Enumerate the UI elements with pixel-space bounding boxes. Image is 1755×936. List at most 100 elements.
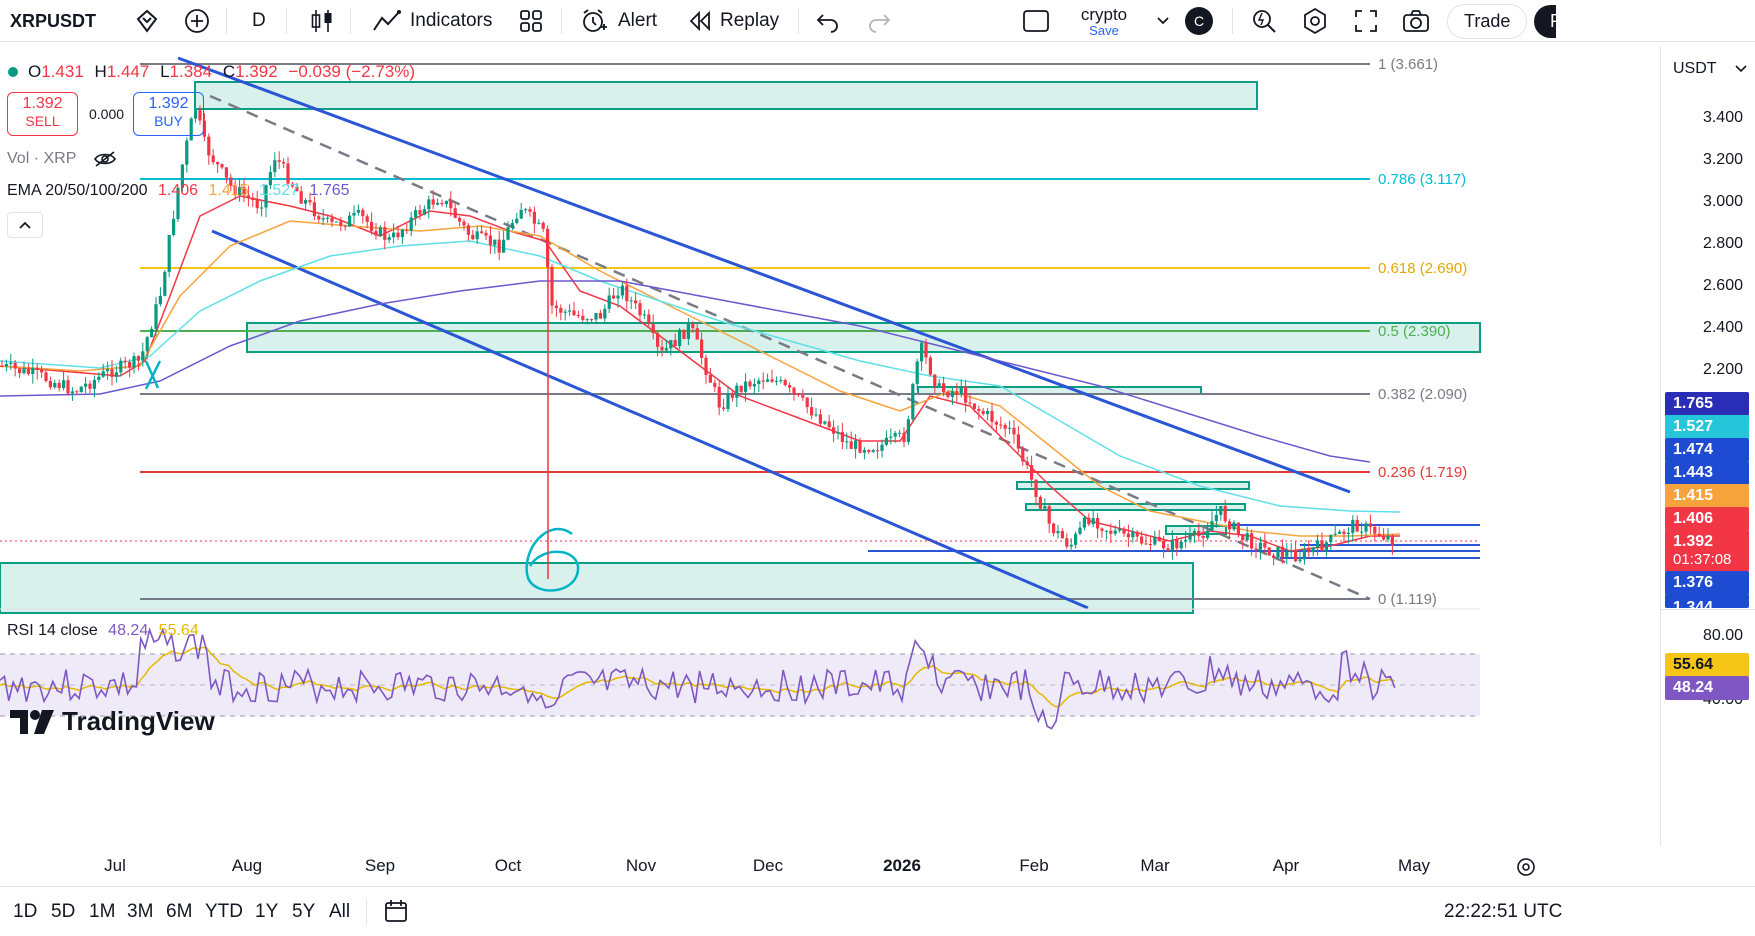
publish-button[interactable]: Pu [1534,0,1556,42]
symbol-search[interactable]: XRPUSDT [10,10,97,31]
sell-button[interactable]: 1.392 SELL [7,92,78,136]
candle-body [172,219,176,235]
candle-body [585,319,589,321]
collapse-legend-button[interactable] [7,212,43,238]
avatar[interactable]: C [1185,0,1213,42]
candle-body [1078,527,1082,534]
candle-body [374,231,378,236]
candle-body [163,271,167,296]
range-1d[interactable]: 1D [13,901,38,922]
candle-body [849,441,853,449]
fib-label-1: 1 (3.661) [1378,56,1438,73]
compare-symbol-icon[interactable] [183,0,211,42]
candle-body [418,210,422,215]
candle-body [933,374,937,386]
candle-body [1386,536,1390,540]
candle-body [488,235,492,246]
candle-body [884,437,888,445]
chevron-down-icon[interactable] [1156,0,1170,42]
candle-body [295,186,299,192]
ohlc-high: 1.447 [106,62,150,81]
candle-body [862,450,866,453]
range-all[interactable]: All [329,901,351,922]
candle-body [814,414,818,416]
range-6m[interactable]: 6M [166,901,193,922]
tradingview-logo-icon [10,709,54,734]
candle-body [898,432,902,434]
candle-body [471,234,475,240]
candle-body [607,295,611,309]
candle-body [1210,521,1214,531]
layout-name-button[interactable]: crypto Save [1076,0,1132,42]
candle-body [832,427,836,434]
ema100-line [0,240,1401,513]
range-ytd[interactable]: YTD [205,901,243,922]
candle-body [801,395,805,398]
candle-body [326,217,330,219]
candle-body [1012,427,1016,435]
redo-icon[interactable] [866,0,892,42]
range-5d[interactable]: 5D [51,901,76,922]
hidden-eye-icon[interactable] [93,150,117,168]
chevron-down-icon [1735,65,1747,73]
rsi-tick: 80.00 [1702,627,1743,644]
candle-body [123,360,127,362]
quick-search-icon[interactable] [1250,0,1278,42]
price-axis[interactable]: USDT 3.400 3.200 3.000 2.800 2.600 2.400… [1660,46,1755,846]
candle-body [233,185,237,196]
candle-body [994,421,998,425]
tradingview-logo[interactable]: TradingView [10,706,215,737]
indicators-icon [373,10,401,31]
handdrawn-x-annotation [144,360,162,390]
ema20-price-label: 1.406 [1665,507,1749,531]
camera-icon[interactable] [1402,0,1430,42]
go-to-date-icon[interactable] [383,898,409,929]
candle-body [26,368,30,374]
volume-label: Vol · XRP [7,150,77,168]
candle-body [1069,544,1073,547]
utc-clock[interactable]: 22:22:51 UTC [1444,901,1563,922]
sell-price: 1.392 [22,95,63,112]
time-axis[interactable]: Jul Aug Sep Oct Nov Dec 2026 Feb Mar Apr… [0,846,1660,886]
layout-window-icon[interactable] [1022,0,1050,42]
candle-body [251,197,255,201]
candle-body [1016,434,1020,449]
candle-body [972,403,976,409]
replay-button[interactable]: Replay [688,0,779,42]
interval-button[interactable]: D [252,10,266,31]
indicators-button[interactable]: Indicators [372,0,492,42]
chart-type-candles-icon[interactable] [310,0,334,42]
range-3m[interactable]: 3M [127,901,154,922]
layouts-icon[interactable] [518,0,544,42]
settings-gear-icon[interactable] [1301,0,1329,42]
candle-body [502,239,506,253]
candle-body [546,228,550,267]
candle-body [348,215,352,227]
ohlc-close-label: C [222,62,236,81]
time-axis-settings-icon[interactable] [1515,856,1537,883]
candle-body [1316,540,1320,548]
layout-name: crypto [1080,4,1128,24]
candle-body [246,195,250,198]
undo-icon[interactable] [815,0,841,42]
price-chart[interactable]: 1 (3.661) 0.786 (3.117) 0.618 (2.690) 0.… [0,46,1660,846]
main-chart-pane[interactable]: 1 (3.661) 0.786 (3.117) 0.618 (2.690) 0.… [0,46,1660,846]
range-1y[interactable]: 1Y [255,901,279,922]
candle-body [22,368,26,374]
fib-label-05: 0.5 (2.390) [1378,323,1451,340]
currency-selector[interactable]: USDT [1673,60,1747,78]
candle-body [1034,479,1038,498]
candle-body [656,333,660,347]
alert-button[interactable]: Alert [580,0,657,42]
sell-label: SELL [25,113,60,129]
buy-button[interactable]: 1.392 BUY [133,92,204,136]
candle-body [537,222,541,224]
fullscreen-icon[interactable] [1353,0,1379,42]
trade-button[interactable]: Trade [1447,0,1528,42]
buy-label: BUY [154,113,183,129]
ohlc-low: 1.384 [169,62,213,81]
range-5y[interactable]: 5Y [292,901,316,922]
rsi-legend: RSI 14 close 48.24 55.64 [7,622,199,640]
favorite-icon[interactable] [134,0,160,42]
range-1m[interactable]: 1M [89,901,116,922]
